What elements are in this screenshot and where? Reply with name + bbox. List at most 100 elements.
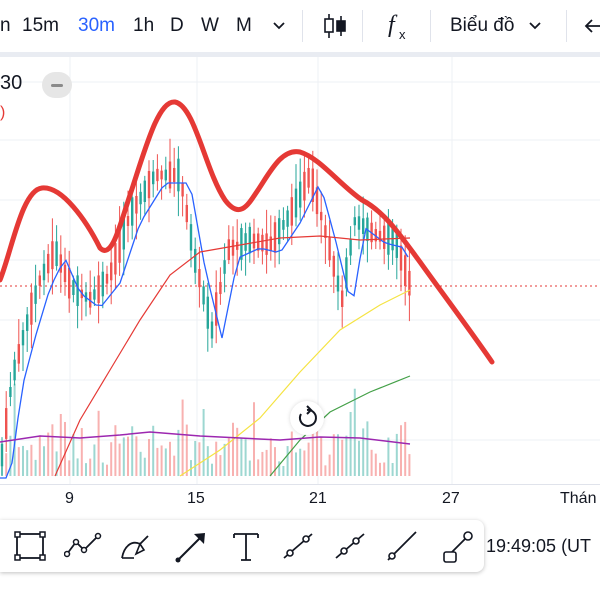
candle-body bbox=[131, 197, 134, 226]
collapse-legend-button[interactable] bbox=[42, 72, 72, 98]
candle-body bbox=[248, 226, 251, 254]
volume-bar bbox=[194, 440, 197, 476]
candle-body bbox=[139, 191, 142, 205]
volume-bar bbox=[177, 429, 180, 476]
volume-bar bbox=[261, 451, 264, 476]
candle-body bbox=[185, 204, 188, 223]
candle-body bbox=[152, 171, 155, 185]
range-icon[interactable] bbox=[280, 528, 316, 564]
toolbar-shadow bbox=[0, 52, 600, 57]
reset-chart-button[interactable] bbox=[290, 401, 324, 435]
candle-body bbox=[59, 254, 62, 273]
chart-type-button[interactable]: Biểu đồ bbox=[450, 15, 515, 36]
volume-bar bbox=[244, 439, 247, 476]
volume-bar bbox=[358, 440, 360, 476]
candle-body bbox=[47, 253, 50, 274]
volume-bar bbox=[408, 454, 411, 476]
timeframe-month[interactable]: M bbox=[236, 15, 252, 36]
candle-body bbox=[252, 233, 256, 249]
arrow-icon[interactable] bbox=[174, 528, 210, 564]
volume-bar bbox=[169, 441, 171, 476]
volume-bar bbox=[341, 439, 344, 476]
timeframe-1h[interactable]: 1h bbox=[133, 15, 155, 36]
chevron-down-icon[interactable] bbox=[272, 18, 286, 37]
ray-line-icon[interactable] bbox=[384, 528, 420, 564]
candle-body bbox=[194, 248, 197, 273]
candle-body bbox=[399, 245, 403, 271]
chevron-down-icon[interactable] bbox=[528, 18, 542, 37]
candlestick-icon[interactable] bbox=[322, 12, 348, 45]
volume-bar bbox=[89, 458, 92, 476]
candle-body bbox=[13, 359, 16, 381]
candle-body bbox=[160, 170, 163, 180]
candle-body bbox=[118, 229, 121, 263]
candle-body bbox=[164, 169, 167, 181]
volume-bar bbox=[374, 453, 377, 476]
candle-body bbox=[299, 181, 302, 208]
candle-body bbox=[286, 210, 289, 227]
candle-body bbox=[383, 225, 386, 249]
candle-body bbox=[282, 220, 285, 230]
timeframe-week[interactable]: W bbox=[201, 15, 219, 36]
candle-body bbox=[303, 171, 306, 201]
candle-body bbox=[189, 224, 193, 251]
volume-bar bbox=[135, 436, 138, 476]
brush-icon[interactable] bbox=[118, 528, 154, 564]
toolbar-divider bbox=[566, 10, 567, 42]
volume-bar bbox=[379, 462, 381, 476]
back-arrow-icon[interactable] bbox=[584, 16, 600, 41]
candle-body bbox=[336, 275, 340, 292]
toolbar-divider bbox=[302, 10, 303, 42]
timeframe-30m[interactable]: 30m bbox=[78, 15, 115, 36]
candle-body bbox=[404, 255, 407, 286]
volume-bar bbox=[332, 434, 335, 476]
candle-body bbox=[126, 216, 130, 226]
volume-bar bbox=[404, 421, 407, 476]
text-icon[interactable] bbox=[228, 528, 264, 564]
volume-bar bbox=[114, 425, 117, 476]
candle-body bbox=[198, 269, 201, 288]
candle-body bbox=[206, 296, 209, 329]
volume-bar bbox=[76, 458, 79, 476]
candle-body bbox=[135, 195, 138, 214]
timeframe-day[interactable]: D bbox=[170, 15, 184, 36]
volume-ma-line bbox=[0, 431, 411, 445]
volume-bar bbox=[68, 460, 71, 476]
x-axis-label: Thán bbox=[560, 490, 597, 507]
volume-bar bbox=[240, 438, 243, 476]
shape-icon[interactable] bbox=[440, 528, 476, 564]
path-icon[interactable] bbox=[63, 528, 102, 564]
volume-bar bbox=[118, 443, 121, 476]
candle-body bbox=[391, 228, 394, 251]
volume-bar bbox=[131, 426, 134, 476]
x-axis-label: 9 bbox=[65, 490, 74, 507]
volume-bar bbox=[30, 444, 33, 476]
candle-body bbox=[349, 238, 352, 256]
ma-fast-line bbox=[0, 182, 409, 479]
rotate-icon bbox=[298, 405, 317, 427]
candle-body bbox=[294, 188, 298, 218]
volume-bar bbox=[101, 462, 104, 476]
candle-body bbox=[362, 218, 365, 234]
x-axis-line bbox=[0, 484, 600, 485]
svg-text:x: x bbox=[399, 27, 406, 42]
candle-body bbox=[93, 289, 96, 300]
timeframe-15m[interactable]: 15m bbox=[22, 15, 59, 36]
volume-bar bbox=[395, 433, 398, 476]
volume-bar bbox=[9, 435, 12, 476]
volume-bar bbox=[337, 434, 339, 476]
candle-body bbox=[240, 228, 243, 260]
candle-body bbox=[215, 292, 218, 326]
trend-line-icon[interactable] bbox=[332, 528, 368, 564]
volume-bar bbox=[43, 446, 45, 476]
candle-body bbox=[353, 217, 356, 226]
toolbar-divider bbox=[362, 10, 363, 42]
candle-body bbox=[290, 197, 293, 226]
candle-body bbox=[156, 168, 159, 182]
volume-bar bbox=[324, 465, 327, 476]
rectangle-icon[interactable] bbox=[12, 528, 48, 564]
timeframe-partial[interactable]: n bbox=[0, 15, 11, 36]
candle-body bbox=[244, 233, 247, 251]
volume-bar bbox=[248, 460, 251, 476]
